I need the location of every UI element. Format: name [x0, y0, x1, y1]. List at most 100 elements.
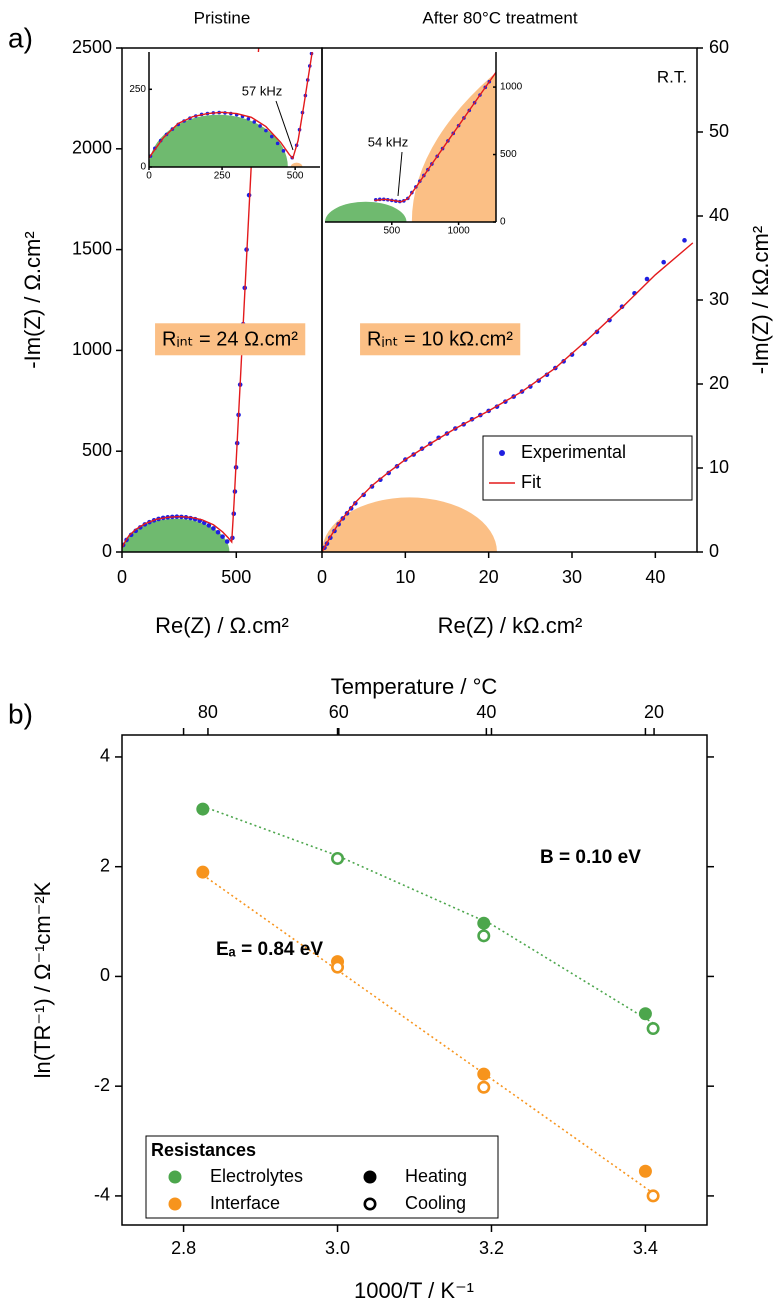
y-tick-label: 1500 — [72, 238, 112, 258]
data-point — [594, 329, 600, 335]
x-tick-label: 80 — [198, 702, 218, 722]
x-axis-label: Re(Z) / kΩ.cm² — [438, 613, 583, 638]
data-point — [264, 128, 268, 133]
y-tick-label: 0 — [102, 541, 112, 561]
inset-annotation: 54 kHz — [368, 134, 408, 149]
legend-swatch — [363, 1170, 377, 1184]
data-point — [258, 124, 262, 128]
y-tick-label: 20 — [709, 373, 729, 393]
x-tick-label: 500 — [383, 226, 400, 237]
data-point — [211, 526, 216, 531]
y-tick-label: 500 — [500, 149, 517, 160]
inset-area — [149, 52, 314, 167]
x-tick-label: 3.4 — [633, 1238, 658, 1258]
legend-label: Interface — [210, 1193, 280, 1213]
data-point — [275, 141, 280, 146]
data-point — [252, 120, 257, 124]
legend-swatch — [363, 1197, 377, 1211]
fit-line — [374, 71, 496, 203]
y-tick-label: 2 — [100, 855, 110, 875]
y-axis-label: -Im(Z) / Ω.cm² — [20, 231, 45, 368]
y-tick-label: 30 — [709, 289, 729, 309]
data-point — [281, 149, 286, 153]
fit-component-arc — [411, 73, 496, 222]
y-tick-label: 4 — [100, 746, 110, 766]
panel-label: a) — [8, 22, 33, 53]
data-point — [269, 134, 274, 139]
legend-label: Fit — [521, 472, 541, 492]
y-tick-label: 250 — [129, 84, 146, 95]
x-axis-label: 1000/T / K⁻¹ — [354, 1278, 474, 1303]
y-tick-label: -2 — [94, 1075, 110, 1095]
leader-line — [397, 151, 403, 197]
y-tick-label: 2000 — [72, 138, 112, 158]
y-tick-label: 0 — [500, 217, 506, 228]
note: R.T. — [657, 67, 687, 86]
fit-line — [149, 52, 313, 160]
inset-area — [325, 71, 496, 222]
fit-line — [322, 242, 694, 552]
plot-area — [122, 48, 260, 552]
x-tick-label: 0 — [146, 171, 152, 182]
y-axis-label: -Im(Z) / kΩ.cm² — [748, 226, 773, 374]
x-tick-label: 3.2 — [479, 1238, 504, 1258]
x2-axis-label: Temperature / °C — [331, 674, 498, 699]
y-tick-label: 0 — [709, 541, 719, 561]
y-tick-label: 60 — [709, 37, 729, 57]
legend-box — [482, 435, 693, 501]
heating-point — [477, 1067, 491, 1081]
y-tick-label: 1000 — [500, 82, 523, 93]
heating-point — [477, 916, 491, 930]
x-tick-label: 0 — [317, 567, 327, 587]
legend-label: Electrolytes — [210, 1166, 303, 1186]
legend-swatch — [168, 1170, 182, 1184]
x-tick-label: 0 — [117, 567, 127, 587]
x-tick-label: 30 — [562, 567, 582, 587]
x-tick-label: 500 — [221, 567, 251, 587]
legend-swatch — [168, 1197, 182, 1211]
data-point — [128, 532, 134, 538]
cooling-point — [331, 960, 345, 974]
data-point — [224, 539, 230, 544]
y-tick-label: -4 — [94, 1185, 110, 1205]
plot-area — [196, 802, 660, 1203]
y-tick-label: 2500 — [72, 37, 112, 57]
data-point — [220, 534, 225, 539]
x-tick-label: 500 — [287, 171, 304, 182]
annotation-box — [155, 323, 306, 356]
cooling-point — [646, 1189, 660, 1203]
y-tick-label: 500 — [82, 440, 112, 460]
plot-frame — [121, 734, 708, 1226]
legend-label: Cooling — [405, 1193, 466, 1213]
x-tick-label: 3.0 — [325, 1238, 350, 1258]
y-axis-label: ln(TR⁻¹) / Ω⁻¹cm⁻²K — [30, 881, 55, 1078]
fit-line — [202, 805, 654, 1024]
fit-line — [202, 874, 654, 1194]
fit-component-arc — [149, 114, 288, 167]
data-point — [206, 523, 212, 528]
fit-component-arc — [322, 497, 497, 552]
y-tick-label: 40 — [709, 205, 729, 225]
y-tick-label: 50 — [709, 121, 729, 141]
data-point — [246, 117, 251, 121]
x-axis-label: Re(Z) / Ω.cm² — [155, 613, 289, 638]
y-tick-label: 10 — [709, 457, 729, 477]
legend-label: Heating — [405, 1166, 467, 1186]
inset-annotation: 57 kHz — [242, 83, 282, 98]
fit-line — [122, 48, 260, 549]
fit-component-arc — [325, 201, 407, 222]
panel-label: b) — [8, 698, 33, 729]
heating-point — [196, 802, 210, 816]
legend-swatch — [499, 450, 505, 456]
annotation: Eₐ = 0.84 eV — [216, 939, 323, 960]
annotation: B = 0.10 eV — [540, 847, 641, 868]
leader-line — [275, 100, 294, 151]
x-tick-label: 1000 — [447, 226, 470, 237]
legend-box — [145, 1135, 499, 1219]
y-tick-label: 1000 — [72, 339, 112, 359]
panel-title: After 80°C treatment — [422, 8, 577, 27]
heating-point — [638, 1007, 652, 1021]
y-tick-label: 0 — [140, 162, 146, 173]
